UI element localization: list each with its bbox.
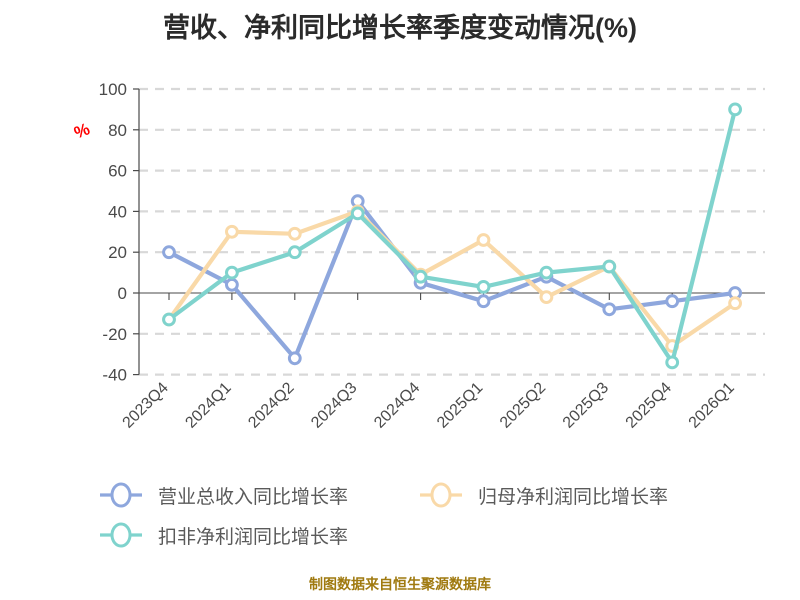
legend-swatch-marker	[110, 482, 132, 508]
legend-label: 扣非净利润同比增长率	[158, 526, 348, 548]
percent-symbol-label: %	[71, 119, 92, 142]
y-axis-tick-labels: -40 -20 0 20 40 60 80 100	[99, 80, 127, 385]
series-marker[interactable]	[287, 245, 302, 260]
series-marker[interactable]	[728, 102, 742, 117]
series-marker[interactable]	[162, 245, 176, 260]
series-marker[interactable]	[225, 224, 239, 239]
x-axis-tick-label: 2024Q4	[371, 379, 423, 431]
series-marker[interactable]	[665, 355, 680, 370]
series-marker[interactable]	[602, 302, 617, 317]
series-marker[interactable]	[287, 351, 302, 366]
series-marker[interactable]	[602, 259, 617, 274]
series-marker[interactable]	[225, 277, 239, 292]
x-axis-tick-labels: 2023Q4 2024Q1 2024Q2 2024Q3 2024Q4 2025Q1 2025…	[120, 379, 738, 431]
x-axis-tick-label: 2024Q1	[182, 379, 234, 431]
series-marker[interactable]	[162, 312, 176, 327]
axes	[133, 88, 736, 376]
series-marker[interactable]	[287, 226, 302, 241]
y-axis-tick-label: 20	[108, 243, 127, 262]
series-line	[166, 107, 738, 365]
legend-label: 营业总收入同比增长率	[158, 486, 348, 508]
grid-lines	[139, 87, 765, 376]
chart-title: 营收、净利同比增长率季度变动情况(%)	[163, 13, 637, 43]
x-axis-tick-label: 2025Q2	[497, 379, 549, 431]
legend-item[interactable]: 扣非净利润同比增长率	[100, 522, 348, 548]
y-axis-tick-label: 0	[118, 284, 127, 303]
series-line	[166, 209, 738, 349]
legend-label: 归母净利润同比增长率	[478, 486, 668, 508]
percent-axis-label: %	[71, 119, 92, 142]
y-axis-tick-label: 60	[108, 162, 127, 181]
series-marker[interactable]	[476, 233, 491, 247]
series-marker[interactable]	[413, 269, 428, 284]
y-axis-tick-label: -40	[102, 366, 127, 385]
series-marker[interactable]	[225, 265, 239, 280]
series-marker[interactable]	[476, 294, 491, 309]
series-marker[interactable]	[476, 280, 491, 294]
y-axis-tick-label: 100	[99, 80, 127, 99]
y-axis-tick-label: 40	[108, 202, 127, 221]
x-axis-tick-label: 2023Q4	[120, 379, 172, 431]
chart-footer: 制图数据来自恒生聚源数据库	[309, 576, 491, 592]
footer-source-text: 制图数据来自恒生聚源数据库	[309, 576, 491, 592]
x-axis-tick-label: 2026Q1	[686, 379, 738, 431]
y-axis-tick-label: -20	[102, 325, 127, 344]
series-marker[interactable]	[728, 296, 742, 311]
series-marker[interactable]	[539, 290, 554, 305]
x-axis-tick-label: 2025Q1	[434, 379, 486, 431]
series-marker[interactable]	[539, 265, 554, 280]
data-series	[162, 102, 742, 370]
y-axis-tick-label: 80	[108, 121, 127, 140]
x-axis-tick-label: 2024Q3	[308, 379, 360, 431]
x-axis-tick-label: 2024Q2	[245, 379, 297, 431]
series-marker[interactable]	[350, 206, 365, 221]
legend-swatch-marker	[430, 482, 452, 508]
series-marker[interactable]	[665, 294, 680, 309]
legend-swatch-marker	[110, 522, 132, 548]
legend-item[interactable]: 归母净利润同比增长率	[420, 482, 668, 508]
legend-item[interactable]: 营业总收入同比增长率	[100, 482, 348, 508]
x-axis-tick-label: 2025Q3	[560, 379, 612, 431]
x-axis-tick-label: 2025Q4	[623, 379, 675, 431]
